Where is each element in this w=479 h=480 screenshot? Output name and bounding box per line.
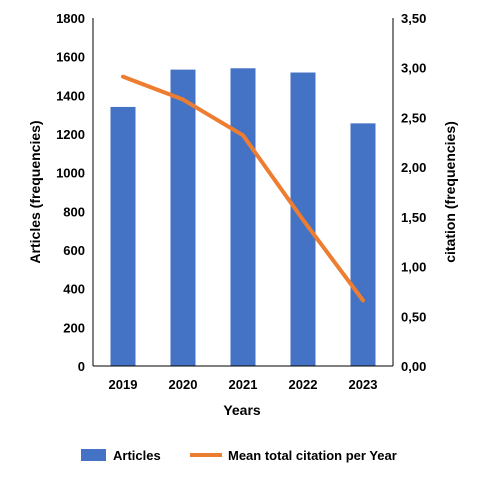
bar-2020 [170,69,196,367]
right-tick-labels: 0,00 0,50 1,00 1,50 2,00 2,50 3,00 3,50 [401,11,426,374]
bar-2019 [110,106,136,366]
legend-articles-label: Articles [113,448,161,463]
left-tick-label: 0 [78,359,85,374]
left-tick-labels: 0 200 400 600 800 1000 1200 1400 1600 1800 [56,11,85,374]
right-tick-label: 2,50 [401,110,426,125]
left-axis-title: Articles (frequencies) [27,120,43,263]
legend: Articles Mean total citation per Year [81,448,397,463]
right-tick-label: 3,00 [401,61,426,76]
x-axis-title: Years [223,402,261,418]
right-tick-label: 0,00 [401,359,426,374]
bar-2023 [350,123,376,366]
legend-articles-swatch [81,449,106,461]
left-tick-label: 1000 [56,166,85,181]
right-tick-label: 1,00 [401,260,426,275]
x-tick-label: 2020 [169,377,198,392]
bar-2021 [230,68,256,367]
right-axis-title: citation (frequencies) [442,121,458,263]
line-group [121,74,365,303]
x-tick-label: 2021 [229,377,258,392]
left-tick-label: 400 [63,282,85,297]
right-tick-label: 3,50 [401,11,426,26]
legend-citation-label: Mean total citation per Year [228,448,397,463]
x-tick-labels: 2019 2020 2021 2022 2023 [109,377,378,392]
left-tick-label: 1600 [56,50,85,65]
left-tick-label: 1400 [56,88,85,103]
right-tick-label: 1,50 [401,210,426,225]
right-tick-label: 0,50 [401,309,426,324]
right-tick-label: 2,00 [401,160,426,175]
x-tick-label: 2022 [289,377,318,392]
x-tick-label: 2019 [109,377,138,392]
left-tick-label: 600 [63,243,85,258]
left-tick-label: 200 [63,320,85,335]
left-tick-label: 1800 [56,11,85,26]
left-tick-label: 800 [63,204,85,219]
x-tick-label: 2023 [349,377,378,392]
left-tick-label: 1200 [56,127,85,142]
bars-group [110,68,376,367]
